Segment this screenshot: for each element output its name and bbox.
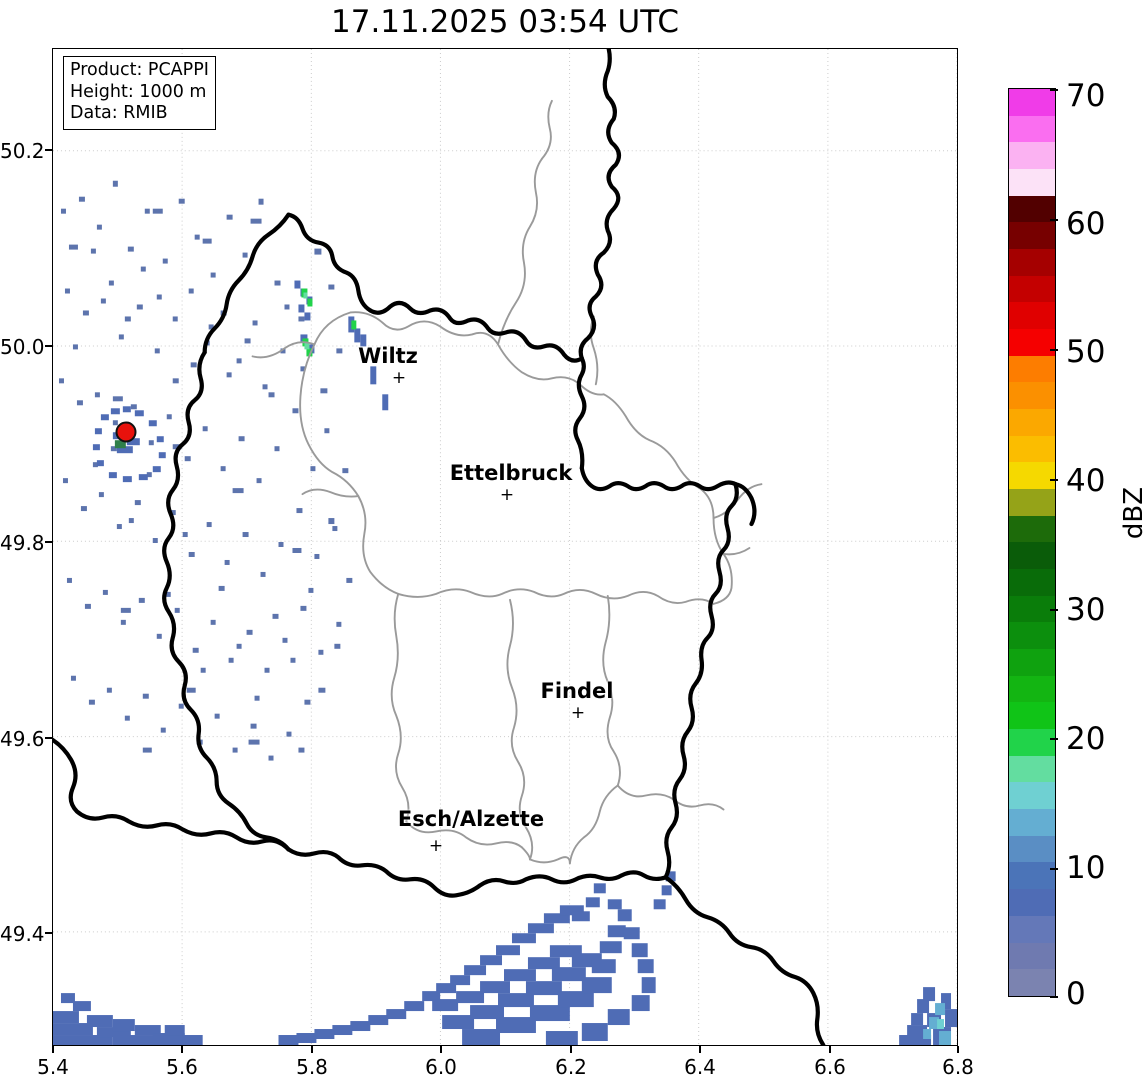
ytick-mark (45, 149, 52, 151)
cbtick-label-20: 20 (1066, 721, 1106, 757)
cbtick-mark (1050, 219, 1058, 221)
gridlines (53, 49, 957, 1045)
cbtick-label-70: 70 (1066, 78, 1106, 114)
colorbar-segment (1009, 195, 1055, 223)
colorbar-segment (1009, 649, 1055, 676)
cbtick-mark (1050, 609, 1058, 611)
cbtick-mark (1050, 996, 1058, 998)
cbtick-label-30: 30 (1066, 592, 1106, 628)
city-marker-findel: + (570, 703, 586, 723)
xtick-mark (311, 1046, 313, 1053)
xtick-mark (440, 1046, 442, 1053)
cbtick-mark (1050, 479, 1058, 481)
cbtick-mark (1050, 868, 1058, 870)
xtick-mark (52, 1046, 54, 1053)
cbtick-label-10: 10 (1066, 850, 1106, 886)
colorbar-segment (1009, 329, 1055, 356)
cbtick-mark (1050, 349, 1058, 351)
colorbar-segment (1009, 835, 1055, 863)
cbtick-mark (1050, 738, 1058, 740)
ytick-label-50-0: 50.0 (0, 335, 45, 359)
city-label-findel: Findel (540, 679, 614, 703)
ytick-mark (45, 932, 52, 934)
colorbar-segment (1009, 862, 1055, 890)
colorbar-segment (1009, 915, 1055, 943)
cbtick-label-60: 60 (1066, 206, 1106, 242)
colorbar-segment (1009, 595, 1055, 623)
city-marker-ettelbruck: + (499, 485, 515, 505)
colorbar-segment (1009, 249, 1055, 276)
colorbar-segment (1009, 115, 1055, 143)
xtick-mark (829, 1046, 831, 1053)
colorbar-segment (1009, 542, 1055, 570)
colorbar-segment (1009, 569, 1055, 596)
colorbar-segment (1009, 222, 1055, 250)
xtick-label-5-6: 5.6 (166, 1055, 198, 1079)
colorbar-segment (1009, 889, 1055, 916)
colorbar-segment (1009, 675, 1055, 703)
colorbar-segment (1009, 809, 1055, 836)
info-box: Product: PCAPPI Height: 1000 m Data: RMI… (63, 56, 216, 131)
xtick-label-5-4: 5.4 (37, 1055, 69, 1079)
xtick-label-6-8: 6.8 (942, 1055, 974, 1079)
colorbar-segment (1009, 755, 1055, 783)
city-marker-esch-alzette: + (428, 836, 444, 856)
xtick-mark (181, 1046, 183, 1053)
ytick-label-49-4: 49.4 (0, 922, 45, 946)
colorbar-segment (1009, 169, 1055, 196)
colorbar-segment (1009, 89, 1055, 116)
country-borders (53, 49, 826, 1045)
city-marker-wiltz: + (391, 368, 407, 388)
xtick-mark (699, 1046, 701, 1053)
colorbar-segment (1009, 622, 1055, 650)
page-title: 17.11.2025 03:54 UTC (331, 4, 679, 40)
colorbar-segment (1009, 942, 1055, 970)
colorbar-segment (1009, 782, 1055, 810)
city-label-wiltz: Wiltz (358, 344, 418, 368)
xtick-label-5-8: 5.8 (296, 1055, 328, 1079)
radar-station-marker[interactable] (115, 421, 137, 443)
city-label-esch-alzette: Esch/Alzette (397, 807, 545, 831)
cbtick-label-50: 50 (1066, 334, 1106, 370)
colorbar-segment (1009, 489, 1055, 516)
colorbar-segment (1009, 302, 1055, 330)
colorbar-segment (1009, 969, 1055, 996)
xtick-label-6-4: 6.4 (684, 1055, 716, 1079)
colorbar-segment (1009, 382, 1055, 410)
city-label-ettelbruck: Ettelbruck (449, 461, 573, 485)
map-plot-area[interactable]: Wiltz + Ettelbruck + Findel + Esch/Alzet… (52, 48, 958, 1046)
colorbar-segment (1009, 515, 1055, 543)
colorbar-segment (1009, 729, 1055, 756)
ytick-mark (45, 737, 52, 739)
colorbar[interactable] (1008, 88, 1056, 997)
info-height: Height: 1000 m (70, 81, 207, 102)
colorbar-segment (1009, 702, 1055, 730)
xtick-mark (957, 1046, 959, 1053)
colorbar-segment (1009, 142, 1055, 170)
info-product: Product: PCAPPI (70, 60, 209, 80)
xtick-label-6-6: 6.6 (814, 1055, 846, 1079)
cbtick-mark (1050, 89, 1058, 91)
colorbar-segment (1009, 355, 1055, 383)
xtick-mark (570, 1046, 572, 1053)
ytick-label-50-2: 50.2 (0, 139, 45, 163)
xtick-label-6-0: 6.0 (425, 1055, 457, 1079)
ytick-mark (45, 541, 52, 543)
ytick-mark (45, 345, 52, 347)
colorbar-segment (1009, 462, 1055, 490)
ytick-label-49-8: 49.8 (0, 531, 45, 555)
colorbar-title: dBZ (1119, 486, 1145, 540)
info-data: Data: RMIB (70, 103, 168, 124)
ytick-label-49-6: 49.6 (0, 727, 45, 751)
radar-reflectivity-layer (53, 180, 957, 1045)
xtick-label-6-2: 6.2 (555, 1055, 587, 1079)
cbtick-label-0: 0 (1066, 976, 1086, 1012)
colorbar-segment (1009, 275, 1055, 303)
cbtick-label-40: 40 (1066, 463, 1106, 499)
colorbar-segment (1009, 409, 1055, 436)
colorbar-segment (1009, 435, 1055, 463)
